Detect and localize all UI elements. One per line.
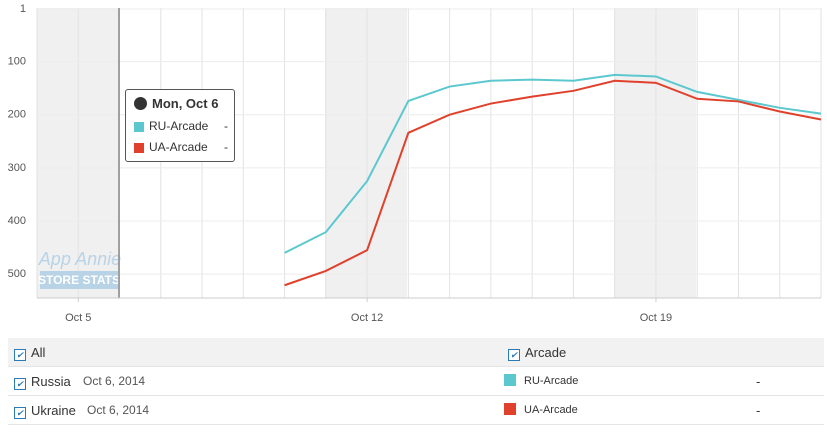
tooltip-title: Mon, Oct 6 [134, 96, 218, 111]
series-name: RU-Arcade [524, 375, 579, 387]
country: Ukraine [31, 403, 76, 418]
tooltip-series: UA-Arcade [149, 140, 208, 154]
weekend-band [614, 8, 696, 298]
checkbox[interactable]: ✔ [14, 349, 26, 361]
y-tick-label: 500 [8, 268, 26, 280]
table-row[interactable]: ✔ Ukraine Oct 6, 2014 UA-Arcade - [8, 396, 824, 425]
rank-value: - [756, 403, 761, 418]
y-tick-label: 200 [8, 109, 26, 121]
watermark-bg [40, 271, 118, 289]
x-tick-label: Oct 12 [351, 312, 383, 324]
legend-swatch [504, 374, 516, 386]
watermark: STORE STATS [38, 273, 120, 287]
date: Oct 6, 2014 [83, 374, 146, 388]
tooltip-value: - [224, 119, 228, 133]
legend-swatch [134, 122, 144, 132]
country: Russia [31, 374, 71, 389]
tooltip-value: - [224, 140, 228, 154]
tooltip-row: RU-Arcade - [134, 119, 228, 133]
y-tick-label: 400 [8, 215, 26, 227]
series-line [284, 79, 822, 287]
y-tick-label: 300 [8, 162, 26, 174]
tooltip-date: Mon, Oct 6 [152, 96, 219, 111]
watermark: App Annie [38, 249, 121, 269]
table-header[interactable]: ✔ All ✔ Arcade [8, 338, 824, 367]
legend-swatch [504, 403, 516, 415]
tooltip-row: UA-Arcade - [134, 140, 228, 154]
table: ✔ All ✔ Arcade ✔ Russia Oct 6, 2014 RU-Arca… [8, 338, 824, 425]
y-tick-label: 100 [8, 56, 26, 68]
series-line [284, 73, 822, 254]
header-all: All [31, 345, 46, 360]
checkbox[interactable]: ✔ [14, 378, 26, 390]
header-arcade: Arcade [525, 345, 567, 360]
tooltip-series: RU-Arcade [149, 119, 209, 133]
rank-value: - [756, 374, 761, 389]
tooltip: Mon, Oct 6 RU-Arcade - UA-Arcade - [125, 89, 235, 162]
table-row[interactable]: ✔ Russia Oct 6, 2014 RU-Arcade - [8, 367, 824, 396]
x-tick-label: Oct 5 [65, 312, 91, 324]
y-tick-label: 1 [20, 3, 26, 15]
series-name: UA-Arcade [524, 404, 578, 416]
checkbox[interactable]: ✔ [14, 407, 26, 419]
chart: App Annie STORE STATS 1 100 200 300 400 500 Oc… [8, 3, 822, 324]
weekend-band [325, 8, 407, 298]
checkbox[interactable]: ✔ [508, 349, 520, 361]
x-tick-label: Oct 19 [640, 312, 672, 324]
legend-swatch [134, 143, 144, 153]
date: Oct 6, 2014 [87, 403, 150, 417]
